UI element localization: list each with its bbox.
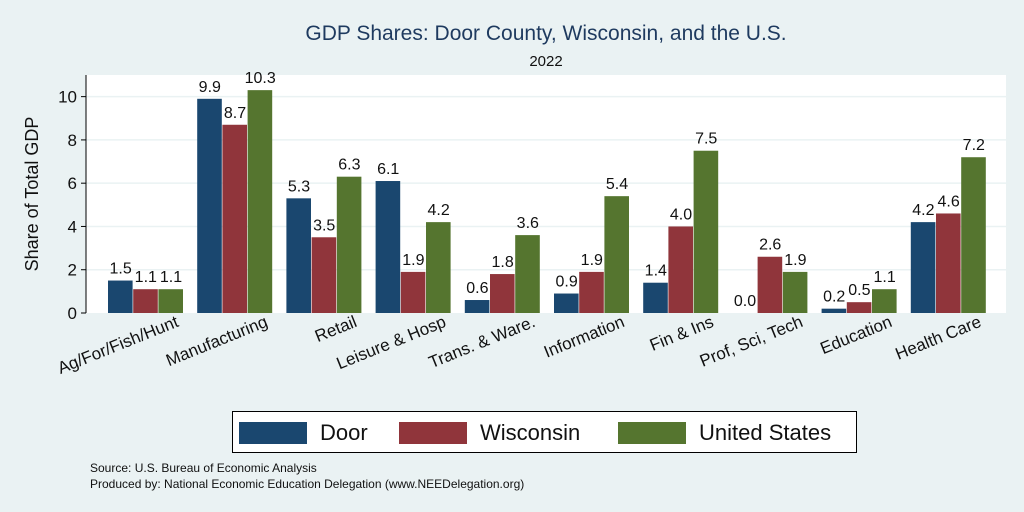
- bar-united-states: [604, 196, 629, 313]
- bar-united-states: [961, 157, 986, 313]
- data-label: 2.6: [759, 237, 781, 254]
- data-label: 1.5: [109, 261, 131, 278]
- bar-wisconsin: [936, 213, 961, 313]
- y-axis-label: Share of Total GDP: [22, 117, 42, 272]
- y-tick-label: 10: [58, 88, 77, 107]
- bar-wisconsin: [668, 226, 693, 313]
- bar-united-states: [515, 235, 540, 313]
- bar-wisconsin: [757, 256, 783, 313]
- bar-wisconsin: [579, 271, 604, 313]
- bars: [108, 90, 986, 314]
- data-label: 0.6: [466, 280, 488, 297]
- legend-item-wisconsin: Wisconsin: [399, 420, 580, 446]
- x-category-label: Education: [817, 312, 894, 358]
- data-label: 1.1: [873, 269, 895, 286]
- bar-united-states: [158, 289, 183, 313]
- legend-swatch-wisconsin: [399, 422, 467, 444]
- y-axis-ticks: 0 2 4 6 8 10: [58, 88, 86, 323]
- bar-wisconsin: [311, 237, 337, 313]
- data-label: 1.9: [402, 252, 424, 269]
- data-label: 4.0: [670, 206, 692, 223]
- chart-subtitle: 2022: [529, 53, 562, 70]
- y-tick-label: 2: [68, 261, 77, 280]
- data-label: 3.5: [313, 217, 335, 234]
- data-label: 0.2: [823, 289, 845, 306]
- bar-door: [375, 181, 401, 313]
- data-label: 1.1: [135, 269, 157, 286]
- x-category-label: Information: [541, 312, 627, 361]
- bar-door: [821, 308, 847, 313]
- y-tick-label: 0: [68, 304, 77, 323]
- bar-wisconsin: [400, 271, 426, 313]
- legend-item-door: Door: [239, 420, 368, 446]
- data-label: 0.0: [734, 293, 756, 310]
- bar-wisconsin: [222, 124, 247, 313]
- data-label: 6.1: [377, 161, 399, 178]
- bar-united-states: [693, 150, 719, 313]
- data-label: 9.9: [199, 79, 221, 96]
- data-label: 8.7: [224, 105, 246, 122]
- data-labels: 1.51.1 1.19.98.710.35.33.56.3 6.11.94.20.6…: [109, 70, 985, 310]
- data-label: 1.8: [491, 254, 513, 271]
- data-label: 1.9: [581, 252, 603, 269]
- y-tick-label: 8: [68, 131, 77, 150]
- data-label: 4.6: [937, 193, 959, 210]
- bar-wisconsin: [133, 289, 158, 313]
- x-category-label: Prof, Sci, Tech: [697, 312, 805, 371]
- x-category-label: Manufacturing: [163, 312, 270, 370]
- bar-united-states: [336, 176, 362, 313]
- bar-wisconsin: [490, 274, 515, 313]
- legend-label-united-states: United States: [699, 420, 832, 445]
- data-label: 1.4: [645, 263, 667, 280]
- bar-door: [554, 293, 579, 313]
- bar-united-states: [426, 222, 451, 313]
- data-label: 6.3: [338, 157, 360, 174]
- data-label: 3.6: [517, 215, 539, 232]
- x-category-label: Health Care: [893, 312, 984, 364]
- bar-door: [197, 98, 222, 313]
- bar-door: [286, 198, 311, 313]
- data-label: 1.1: [160, 269, 182, 286]
- data-label: 10.3: [245, 70, 276, 87]
- bar-door: [910, 222, 936, 313]
- legend: Door Wisconsin United States: [232, 411, 857, 453]
- data-label: 4.2: [427, 202, 449, 219]
- bar-united-states: [247, 90, 273, 314]
- data-label: 0.5: [848, 282, 870, 299]
- bar-united-states: [872, 289, 897, 313]
- data-label: 5.4: [606, 176, 628, 193]
- legend-swatch-united-states: [618, 422, 686, 444]
- bar-door: [108, 280, 133, 313]
- y-tick-label: 4: [68, 217, 77, 236]
- legend-swatch-door: [239, 422, 307, 444]
- source-note: Source: U.S. Bureau of Economic Analysis: [90, 461, 317, 475]
- x-category-label: Retail: [312, 312, 359, 346]
- bar-door: [464, 300, 490, 313]
- chart-title: GDP Shares: Door County, Wisconsin, and …: [305, 22, 786, 45]
- data-label: 5.3: [288, 178, 310, 195]
- data-label: 4.2: [912, 202, 934, 219]
- producer-note: Produced by: National Economic Education…: [90, 477, 525, 491]
- bar-door: [643, 282, 668, 313]
- data-label: 0.9: [555, 274, 577, 291]
- legend-label-door: Door: [320, 420, 368, 445]
- data-label: 7.2: [963, 137, 985, 154]
- bar-united-states: [782, 271, 808, 313]
- legend-label-wisconsin: Wisconsin: [480, 420, 581, 445]
- data-label: 7.5: [695, 131, 717, 148]
- legend-item-united-states: United States: [618, 420, 831, 446]
- data-label: 1.9: [784, 252, 806, 269]
- bar-wisconsin: [846, 302, 872, 313]
- y-tick-label: 6: [68, 174, 77, 193]
